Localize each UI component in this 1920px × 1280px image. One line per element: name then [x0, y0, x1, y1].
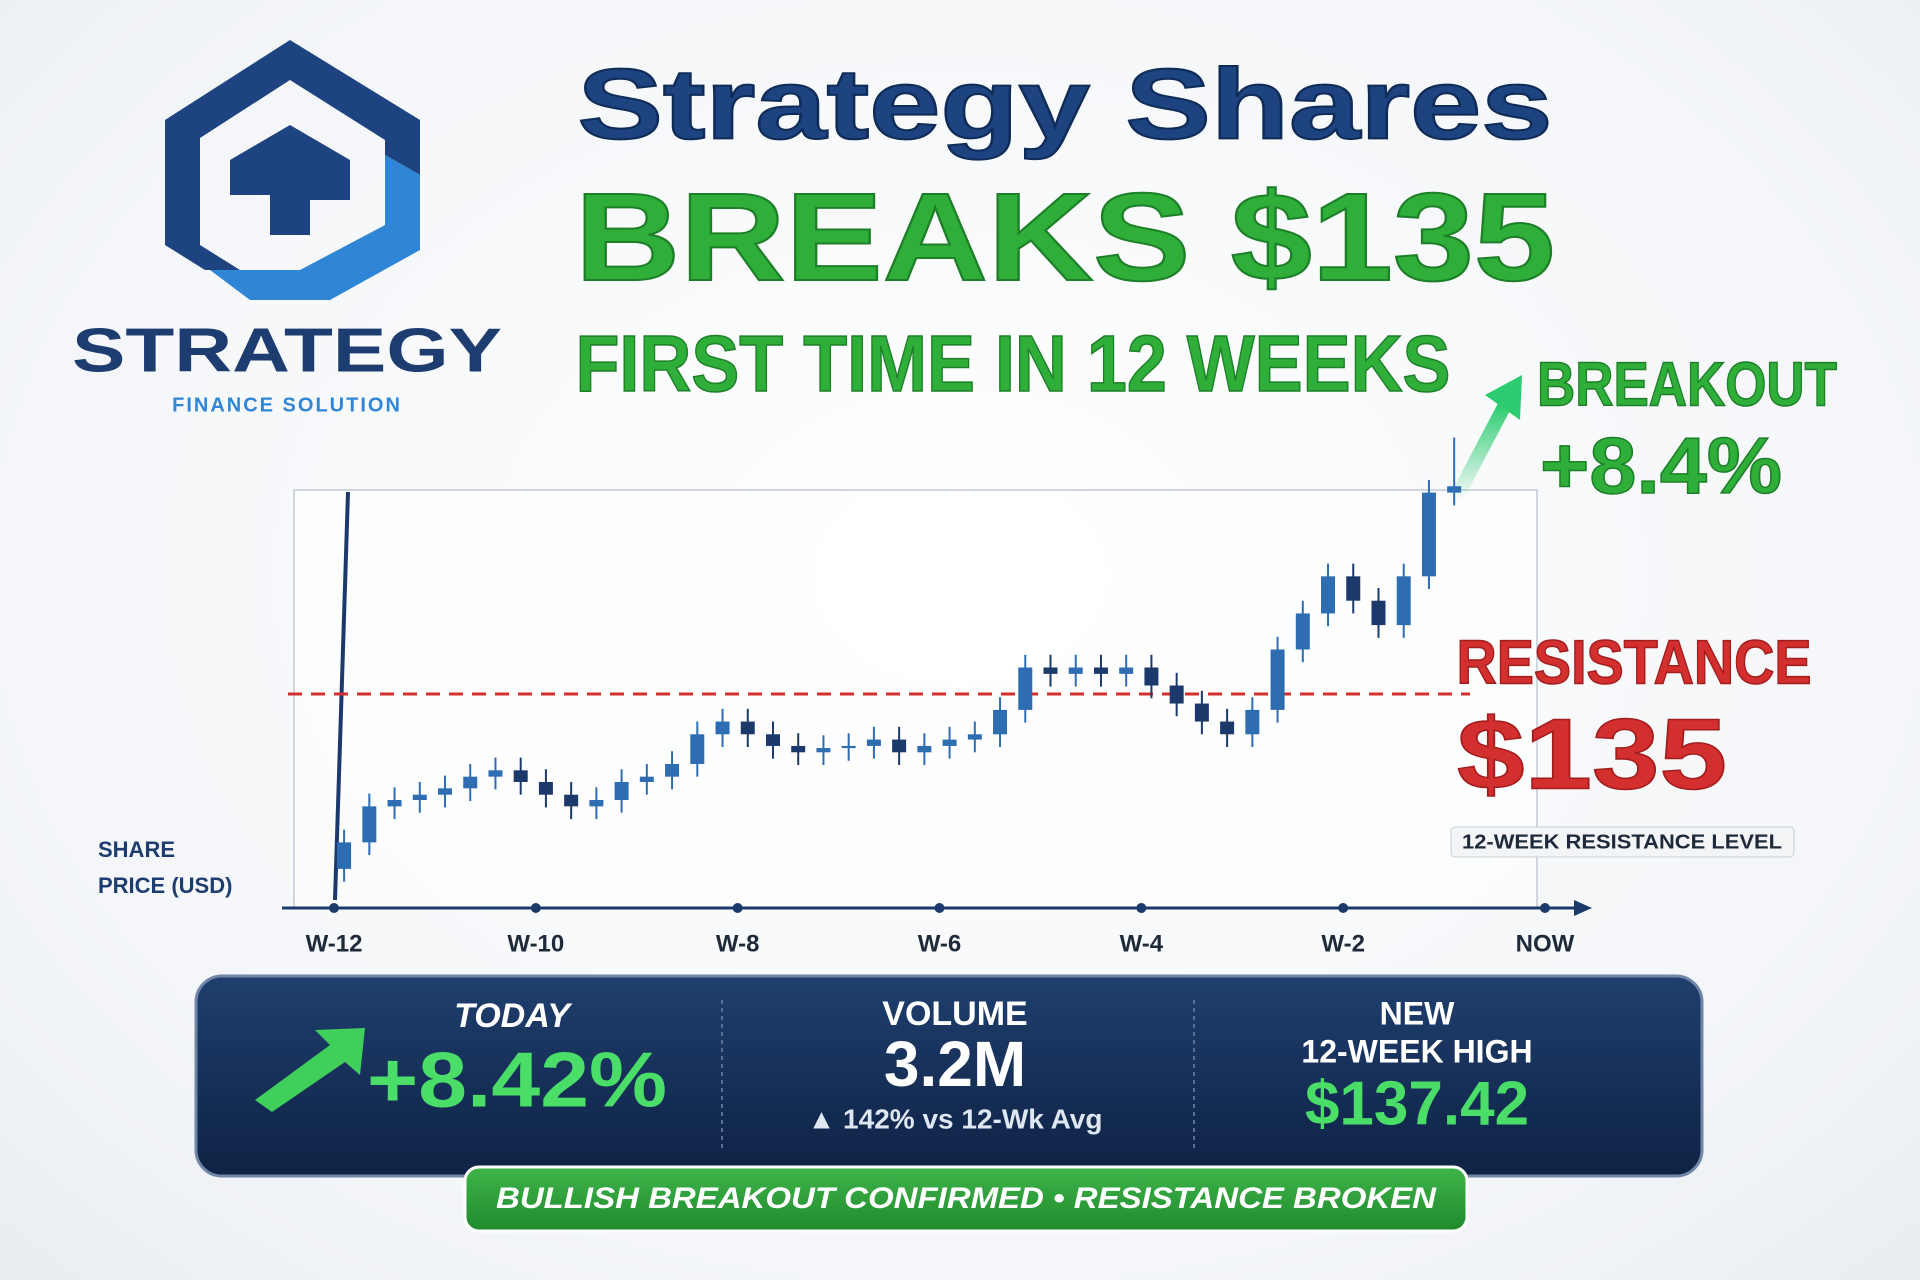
logo-icon: [165, 40, 420, 300]
headline-title: Strategy Shares: [578, 48, 1553, 160]
candle-body: [412, 794, 427, 800]
candle-body: [513, 770, 528, 782]
banner-text: BULLISH BREAKOUT CONFIRMED • RESISTANCE …: [496, 1182, 1437, 1215]
resistance-title: RESISTANCE: [1457, 628, 1812, 697]
candle-body: [665, 763, 680, 777]
candle-body: [1396, 576, 1411, 626]
banner: [463, 1165, 1469, 1233]
candle-body: [791, 745, 806, 753]
candle-body: [967, 734, 982, 740]
stat-value: +8.42%: [367, 1036, 667, 1124]
stat-label: NEW: [1380, 995, 1455, 1031]
candle-body: [1421, 492, 1436, 577]
candle-body: [1245, 709, 1260, 735]
x-axis-arrow: [1574, 900, 1592, 916]
stat-label: 12-WEEK HIGH: [1301, 1033, 1532, 1069]
breakout-title: BREAKOUT: [1537, 350, 1837, 419]
x-tick-label: W-6: [918, 930, 962, 957]
candle-body: [892, 739, 907, 753]
stat-value: 3.2M: [884, 1028, 1026, 1100]
x-tick-label: W-8: [716, 930, 760, 957]
candle-body: [1295, 613, 1310, 650]
candle-body: [740, 721, 755, 735]
x-tick: [1136, 903, 1147, 913]
logo-name: STRATEGY: [72, 316, 502, 385]
candle-body: [715, 721, 730, 735]
headline-subtitle: BREAKS $135: [575, 168, 1555, 307]
candle-body: [1043, 667, 1058, 674]
y-axis-line: [333, 491, 350, 901]
resistance-caption-box: [1450, 826, 1795, 858]
candle-body: [1321, 576, 1336, 614]
headline-tagline: FIRST TIME IN 12 WEEKS: [576, 319, 1451, 408]
candle-body: [841, 745, 856, 749]
x-tick: [1540, 903, 1550, 913]
y-axis-label: SHARE: [98, 837, 175, 862]
today-arrow-icon: [255, 1028, 365, 1112]
candle-body: [917, 745, 932, 753]
x-tick-label: W-4: [1120, 930, 1164, 957]
candle-body: [816, 748, 831, 753]
x-tick: [934, 903, 945, 913]
candle-body: [1068, 667, 1083, 674]
x-tick-label: W-12: [306, 930, 363, 957]
candle-body: [993, 709, 1008, 735]
candle-body: [387, 800, 402, 807]
candle-body: [639, 776, 654, 782]
candle-body: [1194, 703, 1209, 722]
stat-note: ▲ 142% vs 12-Wk Avg: [808, 1103, 1103, 1134]
candle-body: [1447, 486, 1462, 493]
x-tick: [530, 903, 541, 913]
candle-body: [866, 739, 881, 746]
candle-body: [337, 842, 352, 869]
candle-body: [1371, 600, 1386, 626]
stat-value: $137.42: [1305, 1069, 1529, 1138]
logo-tagline: FINANCE SOLUTION: [172, 394, 402, 416]
candle-body: [1346, 576, 1361, 601]
candle-body: [362, 806, 377, 843]
chart-frame: [293, 489, 1538, 909]
candle-body: [538, 781, 553, 795]
breakout-change: +8.4%: [1540, 421, 1782, 510]
candle-body: [1270, 649, 1285, 710]
stat-label: VOLUME: [882, 995, 1027, 1033]
candle-body: [614, 781, 629, 800]
candle-body: [690, 734, 705, 764]
candle-body: [942, 739, 957, 746]
candle-body: [488, 770, 503, 777]
resistance-price: $135: [1457, 698, 1727, 810]
stat-label: TODAY: [454, 997, 573, 1035]
candle-body: [564, 794, 579, 807]
x-tick: [732, 903, 743, 913]
candle-body: [1144, 667, 1159, 686]
candle-body: [1119, 667, 1134, 674]
x-tick-label: NOW: [1516, 930, 1575, 957]
candle-body: [463, 776, 478, 789]
candle-body: [765, 734, 780, 746]
resistance-caption: 12-WEEK RESISTANCE LEVEL: [1462, 831, 1782, 853]
candle-body: [1093, 667, 1108, 674]
candle-body: [438, 788, 453, 795]
x-tick-label: W-10: [507, 930, 564, 957]
candle-body: [1169, 685, 1184, 704]
y-axis-label: PRICE (USD): [98, 873, 232, 898]
x-tick-label: W-2: [1321, 930, 1365, 957]
breakout-arrow-head: [1485, 375, 1522, 420]
breakout-arrow: [1448, 401, 1512, 504]
candle-body: [1018, 667, 1033, 710]
x-tick: [329, 903, 339, 913]
x-tick: [1338, 903, 1349, 913]
candle-body: [1220, 721, 1235, 735]
candle-body: [589, 800, 604, 807]
